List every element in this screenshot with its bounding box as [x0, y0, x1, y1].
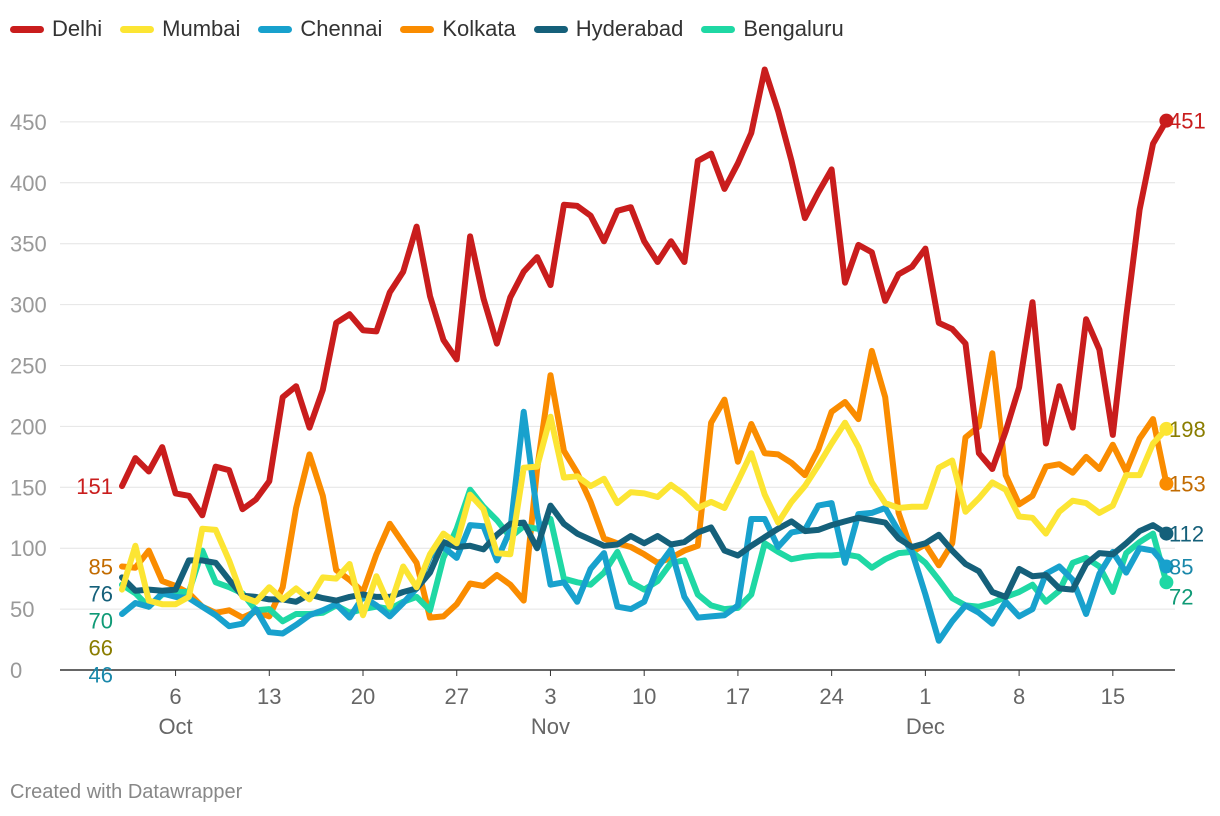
y-tick-label: 450 [10, 110, 47, 135]
y-tick-label: 350 [10, 232, 47, 257]
series-line-chennai [119, 408, 1170, 644]
x-tick-label: 6 [169, 684, 181, 709]
x-tick-label: 3 [544, 684, 556, 709]
start-label-hyderabad: 76 [89, 581, 113, 606]
x-month-label: Dec [906, 714, 945, 739]
legend-label: Bengaluru [743, 16, 844, 41]
y-tick-label: 250 [10, 354, 47, 379]
chart-legend: Delhi Mumbai Chennai Kolkata Hyderabad Bengal… [10, 14, 844, 44]
legend-swatch [400, 25, 435, 33]
x-tick-label: 8 [1013, 684, 1025, 709]
credit-text: Created with Datawrapper [10, 781, 243, 803]
end-dot-delhi [1159, 113, 1174, 128]
legend-item-hyderabad: Hyderabad [533, 16, 684, 42]
legend-swatch [533, 25, 568, 33]
series-line-bengaluru [119, 486, 1170, 625]
start-label-kolkata: 85 [89, 554, 113, 579]
x-tick-label: 27 [444, 684, 468, 709]
end-label-chennai: 85 [1169, 554, 1193, 579]
start-label-delhi: 151 [76, 474, 113, 499]
end-label-bengaluru: 72 [1169, 584, 1193, 609]
y-tick-label: 100 [10, 536, 47, 561]
legend-label: Delhi [52, 16, 103, 41]
legend-label: Kolkata [442, 16, 516, 41]
y-tick-label: 150 [10, 475, 47, 500]
x-month-label: Oct [158, 714, 192, 739]
legend-swatch [120, 25, 155, 33]
y-tick-label: 300 [10, 293, 47, 318]
start-label-mumbai: 66 [89, 635, 113, 660]
end-label-hyderabad: 112 [1169, 522, 1204, 547]
series-line-delhi [119, 66, 1170, 519]
x-tick-label: 20 [351, 684, 375, 709]
end-dot-kolkata [1159, 476, 1174, 491]
legend-label: Chennai [300, 16, 383, 41]
start-label-bengaluru: 70 [89, 608, 113, 633]
start-label-chennai: 46 [89, 662, 113, 687]
x-tick-label: 13 [257, 684, 281, 709]
end-dot-chennai [1159, 559, 1174, 574]
legend-swatch [10, 25, 44, 33]
legend-item-delhi: Delhi [10, 16, 102, 42]
series-line-mumbai [119, 413, 1170, 619]
legend-item-kolkata: Kolkata [400, 16, 516, 42]
legend-label: Hyderabad [575, 16, 684, 41]
x-month-label: Nov [531, 714, 570, 739]
end-label-kolkata: 153 [1169, 472, 1206, 497]
end-dot-mumbai [1159, 421, 1174, 436]
legend-label: Mumbai [162, 16, 241, 41]
legend-item-chennai: Chennai [258, 16, 382, 42]
series-line-kolkata [119, 347, 1170, 621]
legend-item-bengaluru: Bengaluru [701, 16, 844, 42]
y-tick-label: 400 [10, 171, 47, 196]
x-tick-label: 24 [819, 684, 843, 709]
series-line-hyderabad [119, 502, 1170, 605]
x-tick-label: 1 [919, 684, 931, 709]
end-dot-hyderabad [1159, 526, 1174, 541]
end-label-mumbai: 198 [1169, 417, 1206, 442]
y-tick-label: 0 [10, 658, 22, 683]
x-tick-label: 10 [632, 684, 656, 709]
end-label-delhi: 451 [1169, 109, 1206, 134]
end-dot-bengaluru [1159, 575, 1174, 590]
y-tick-label: 50 [10, 597, 34, 622]
legend-swatch [258, 25, 293, 33]
x-tick-label: 17 [726, 684, 750, 709]
legend-swatch [701, 25, 736, 33]
x-tick-label: 15 [1101, 684, 1125, 709]
legend-item-mumbai: Mumbai [120, 16, 240, 42]
y-tick-label: 200 [10, 414, 47, 439]
